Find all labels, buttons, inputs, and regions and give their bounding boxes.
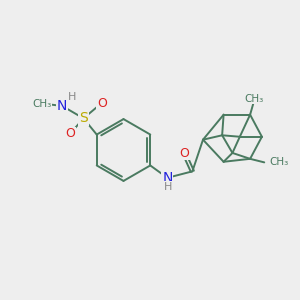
Text: CH₃: CH₃ bbox=[244, 94, 263, 104]
Text: H: H bbox=[68, 92, 76, 102]
Text: O: O bbox=[97, 97, 107, 110]
Text: N: N bbox=[162, 171, 172, 185]
Text: N: N bbox=[57, 99, 68, 113]
Text: O: O bbox=[179, 147, 189, 160]
Text: S: S bbox=[79, 111, 88, 125]
Text: H: H bbox=[164, 182, 172, 192]
Text: CH₃: CH₃ bbox=[32, 99, 51, 109]
Text: CH₃: CH₃ bbox=[269, 158, 289, 167]
Text: O: O bbox=[65, 127, 75, 140]
